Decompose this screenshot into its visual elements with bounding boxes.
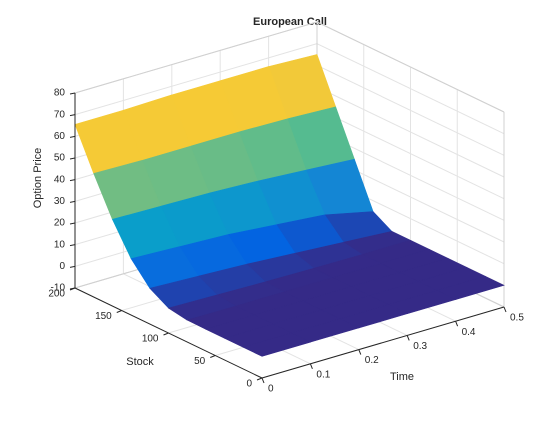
- tick-mark: [503, 306, 507, 313]
- x-tick-label: 0: [268, 384, 274, 395]
- z-tick-label: 50: [54, 153, 66, 164]
- tick-mark: [455, 321, 459, 327]
- tick-mark: [69, 114, 76, 117]
- tick-mark: [69, 244, 76, 247]
- z-tick-label: 0: [59, 261, 65, 272]
- x-tick-label: 0.2: [365, 355, 379, 366]
- tick-mark: [69, 157, 76, 160]
- z-tick-label: 70: [54, 109, 66, 120]
- tick-mark: [261, 377, 265, 384]
- z-axis-label: Option Price: [32, 148, 44, 209]
- tick-mark: [210, 355, 216, 358]
- z-tick-label: 80: [54, 88, 66, 99]
- tick-mark: [358, 349, 362, 355]
- x-tick-label: 0.4: [462, 327, 476, 338]
- box-edge: [74, 21, 318, 94]
- tick-mark: [69, 200, 76, 203]
- tick-mark: [69, 92, 76, 95]
- tick-mark: [163, 332, 169, 336]
- y-axis-label: Stock: [126, 356, 154, 368]
- z-tick-label: 30: [54, 196, 66, 207]
- x-tick-label: 0.1: [316, 369, 330, 380]
- box-edge: [316, 21, 505, 113]
- x-axis-label: Time: [390, 371, 414, 383]
- y-tick-label: 200: [48, 289, 65, 300]
- y-tick-label: 100: [142, 334, 159, 345]
- x-tick-label: 0.5: [510, 313, 524, 324]
- x-tick-label: 0.3: [413, 341, 427, 352]
- surface-patch: [242, 332, 312, 357]
- tick-mark: [309, 363, 313, 369]
- y-tick-label: 0: [246, 379, 252, 390]
- tick-mark: [69, 287, 76, 291]
- tick-mark: [69, 265, 76, 268]
- tick-mark: [116, 310, 122, 313]
- y-tick-label: 150: [95, 311, 112, 322]
- tick-mark: [69, 222, 76, 225]
- grid-line: [74, 43, 318, 116]
- z-tick-label: 60: [54, 131, 66, 142]
- z-tick-label: -10: [51, 283, 66, 294]
- z-tick-label: 20: [54, 218, 66, 229]
- tick-mark: [256, 377, 263, 381]
- y-tick-label: 50: [194, 356, 206, 367]
- z-tick-label: 10: [54, 239, 66, 250]
- tick-mark: [406, 335, 410, 341]
- axis-line: [261, 306, 505, 379]
- tick-mark: [69, 179, 76, 182]
- tick-mark: [69, 135, 76, 138]
- z-tick-label: 40: [54, 174, 66, 185]
